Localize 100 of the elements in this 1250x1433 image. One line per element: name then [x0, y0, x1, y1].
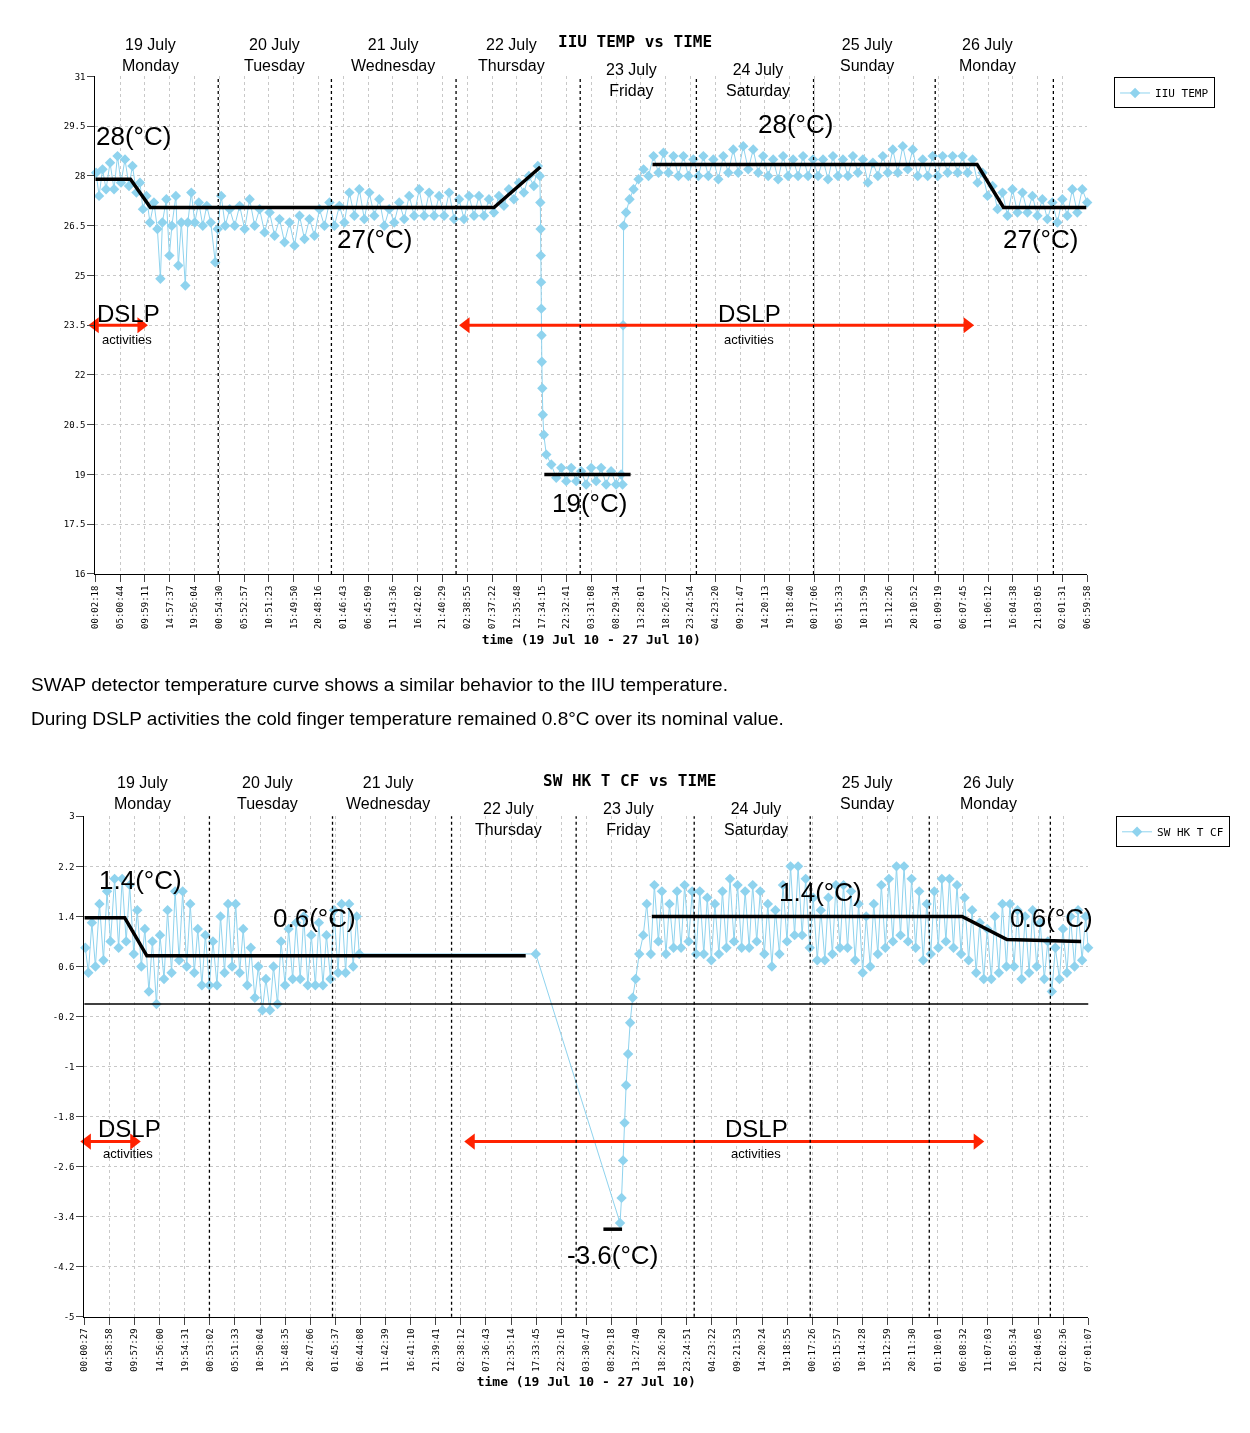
y-tick-label: -1.8	[52, 1111, 75, 1122]
annotation: 1.4(°C)	[779, 877, 862, 907]
annotation: activities	[103, 1146, 154, 1161]
x-tick-label: 19:54:31	[179, 1328, 190, 1372]
text: 22 July Thursday	[478, 36, 545, 74]
x-tick-label: 12:35:48	[511, 585, 522, 629]
x-tick-label: 09:21:47	[735, 585, 745, 629]
annotation: 24 July Saturday	[726, 61, 791, 99]
y-tick-label: 17.5	[63, 519, 86, 530]
x-axis-title: time (19 Jul 10 - 27 Jul 10)	[481, 631, 701, 647]
legend-label: IIU TEMP	[1155, 87, 1209, 101]
y-tick-label: 0.6	[58, 961, 75, 972]
x-tick-label: 14:56:00	[154, 1328, 165, 1372]
y-tick-label: 16	[74, 569, 86, 580]
x-tick-label: 00:54:30	[214, 585, 225, 629]
x-tick-label: 08:29:18	[606, 1328, 617, 1372]
y-tick-label: -5	[63, 1311, 75, 1322]
x-tick-label: 16:04:38	[1007, 585, 1018, 629]
annotation: 24 July Saturday	[724, 800, 789, 838]
x-tick-label: 11:07:03	[982, 1328, 993, 1372]
y-tick-label: 31	[74, 71, 86, 82]
x-tick-label: 16:41:10	[405, 1328, 416, 1372]
x-tick-label: 01:46:43	[338, 585, 349, 629]
annotation: 0.6(°C)	[273, 903, 356, 933]
x-tick-label: 04:23:22	[706, 1328, 717, 1372]
y-tick-label: 19	[74, 469, 86, 480]
x-tick-label: 19:18:55	[782, 1328, 793, 1372]
x-tick-label: 10:50:04	[254, 1328, 265, 1372]
y-tick-label: 1.4	[58, 911, 75, 922]
annotation: 1.4(°C)	[99, 865, 182, 895]
x-tick-label: 15:49:50	[288, 585, 299, 629]
x-tick-label: 14:20:13	[759, 585, 770, 629]
x-tick-label: 06:45:09	[363, 585, 373, 629]
x-tick-label: 05:52:57	[239, 585, 249, 629]
x-tick-label: 02:38:55	[462, 585, 473, 629]
annotation: 19(°C)	[552, 488, 628, 518]
annotation: 23 July Friday	[606, 61, 657, 99]
x-tick-label: 16:05:34	[1007, 1328, 1018, 1372]
x-tick-label: 05:00:44	[115, 585, 125, 629]
text: 26 July Monday	[960, 774, 1017, 812]
x-tick-label: 20:11:30	[907, 1328, 918, 1372]
text: 26 July Monday	[959, 36, 1016, 74]
x-tick-label: 18:26:27	[660, 585, 671, 629]
annotation: 28(°C)	[758, 109, 834, 139]
x-tick-label: 05:15:33	[834, 585, 845, 629]
annotation: activities	[731, 1146, 782, 1161]
y-tick-label: 28	[74, 171, 86, 182]
x-tick-label: 06:59:58	[1082, 585, 1093, 629]
x-tick-label: 15:12:59	[882, 1328, 893, 1372]
annotation: 27(°C)	[337, 224, 413, 254]
annotation: 27(°C)	[1003, 224, 1079, 254]
x-tick-label: 07:37:22	[487, 585, 497, 629]
annotation: 0.6(°C)	[1010, 903, 1093, 933]
chart-title: SW HK T CF vs TIME	[543, 771, 717, 790]
x-tick-label: 20:48:16	[313, 585, 324, 629]
x-tick-label: 01:10:01	[932, 1328, 943, 1372]
x-tick-label: 18:26:20	[656, 1328, 667, 1372]
x-tick-label: 03:30:47	[581, 1328, 592, 1372]
x-tick-label: 17:33:45	[531, 1328, 542, 1372]
y-tick-label: -4.2	[52, 1261, 75, 1272]
annotation: 28(°C)	[96, 121, 172, 151]
x-tick-label: 02:02:36	[1058, 1328, 1069, 1372]
x-tick-label: 19:18:40	[784, 585, 795, 629]
y-tick-label: 26.5	[63, 220, 86, 231]
text: 19 July Monday	[114, 774, 171, 812]
annotation: activities	[102, 332, 153, 347]
x-tick-label: 15:48:35	[280, 1328, 291, 1372]
x-tick-label: 02:38:12	[455, 1328, 466, 1372]
y-tick-label: 3	[69, 811, 75, 822]
x-tick-label: 14:57:37	[164, 585, 175, 629]
annotation: 23 July Friday	[603, 800, 654, 838]
x-tick-label: 04:23:20	[710, 585, 721, 629]
annotation: -3.6(°C)	[567, 1240, 659, 1270]
text: 25 July Sunday	[840, 36, 895, 74]
x-tick-label: 23:24:54	[685, 585, 696, 629]
y-tick-label: 2.2	[58, 861, 75, 872]
x-tick-label: 11:06:12	[983, 585, 993, 629]
x-tick-label: 20:47:06	[305, 1328, 316, 1372]
text: 20 July Tuesday	[237, 774, 298, 812]
y-tick-label: -2.6	[52, 1161, 75, 1172]
x-tick-label: 21:03:05	[1032, 585, 1043, 629]
x-tick-label: 16:42:02	[412, 585, 423, 629]
x-tick-label: 02:01:31	[1057, 585, 1068, 629]
x-tick-label: 14:20:24	[756, 1328, 767, 1372]
x-tick-label: 10:13:59	[859, 585, 869, 629]
x-tick-label: 07:36:43	[480, 1328, 491, 1372]
text: 21 July Wednesday	[346, 774, 431, 812]
x-tick-label: 23:24:51	[681, 1328, 692, 1372]
x-tick-label: 05:15:57	[832, 1328, 843, 1372]
y-tick-label: 29.5	[63, 121, 86, 132]
text: 21 July Wednesday	[351, 36, 436, 74]
x-tick-label: 21:04:05	[1032, 1328, 1043, 1372]
x-tick-label: 11:42:39	[380, 1328, 391, 1372]
x-tick-label: 03:31:08	[586, 585, 597, 629]
text: During DSLP activities the cold finger temperature remained 0.8°C over its nominal value.	[31, 708, 784, 729]
x-tick-label: 00:53:02	[204, 1328, 215, 1372]
x-tick-label: 20:10:52	[908, 585, 919, 629]
x-tick-label: 00:17:06	[809, 585, 820, 629]
x-tick-label: 19:56:04	[189, 585, 200, 629]
x-tick-label: 06:07:45	[958, 585, 969, 629]
